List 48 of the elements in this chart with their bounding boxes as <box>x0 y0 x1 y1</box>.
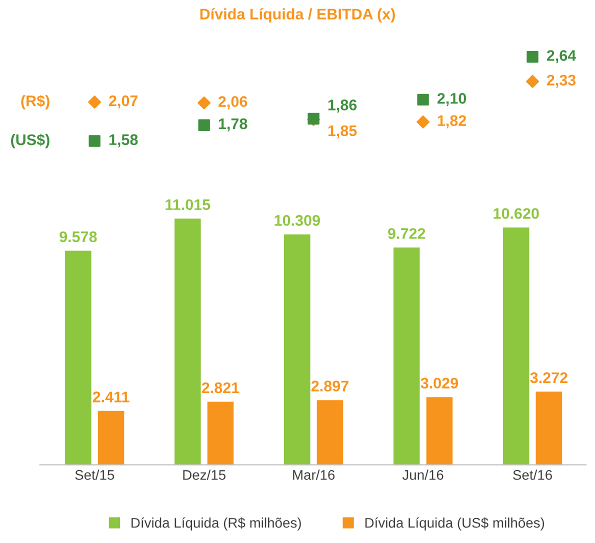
bar <box>284 234 310 465</box>
chart-title: Dívida Líquida / EBITDA (x) <box>200 8 395 23</box>
data-label: 2.897 <box>311 380 348 392</box>
data-label: 11.015 <box>166 199 210 210</box>
data-label: 3.029 <box>420 378 458 389</box>
x-tick-label: Jun/16 <box>402 470 444 480</box>
point <box>526 51 538 63</box>
data-label: 1,86 <box>328 100 357 113</box>
point <box>88 135 100 147</box>
data-label: 2,07 <box>109 95 138 108</box>
data-label: 2.821 <box>202 382 240 394</box>
bar <box>393 248 420 465</box>
x-tick-label: Dez/15 <box>183 470 226 480</box>
data-label: 1,58 <box>109 134 138 148</box>
x-tick-label: Mar/16 <box>293 470 335 480</box>
data-label: 9.578 <box>60 231 97 242</box>
data-label: 2,33 <box>546 74 576 88</box>
point <box>88 96 102 109</box>
text: (US$) <box>11 134 50 148</box>
legend-label: Dívida Líquida (R$ milhões) <box>132 517 301 530</box>
point <box>526 74 540 88</box>
data-label: 2,10 <box>437 92 466 106</box>
bar <box>65 250 92 465</box>
bar <box>502 227 530 465</box>
bar <box>207 402 234 465</box>
data-label: 2,06 <box>218 96 248 110</box>
bar <box>174 218 201 465</box>
data-label: 2.411 <box>92 392 130 402</box>
data-label: 10.309 <box>274 215 320 226</box>
x-tick-label: Set/15 <box>75 470 114 480</box>
point <box>417 94 429 106</box>
data-label: 1,78 <box>218 118 248 132</box>
point <box>198 96 211 110</box>
legend-label: Dívida Líquida (US$ milhões) <box>365 517 544 530</box>
bar <box>98 410 124 465</box>
point <box>416 115 430 128</box>
bar <box>316 400 344 465</box>
data-label: 1,85 <box>328 125 357 138</box>
bar <box>426 397 453 465</box>
data-label: 2,64 <box>546 50 576 64</box>
data-label: 10.620 <box>494 208 539 219</box>
data-label: 1,82 <box>438 115 466 128</box>
data-label: 9.722 <box>388 228 426 239</box>
text: (R$) <box>21 94 50 110</box>
bar <box>536 392 562 465</box>
x-tick-label: Set/16 <box>513 470 552 480</box>
point <box>198 119 210 131</box>
data-label: 3.272 <box>530 372 568 384</box>
